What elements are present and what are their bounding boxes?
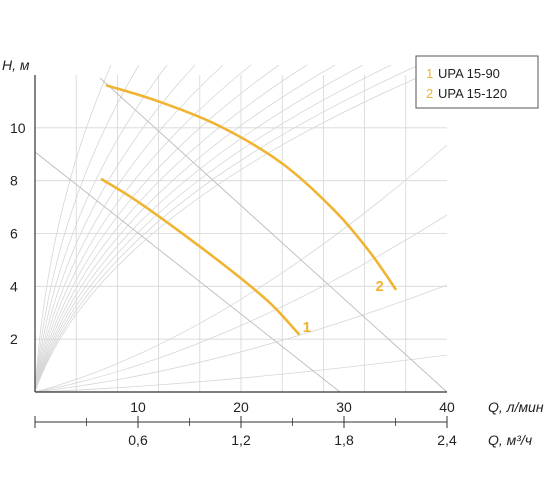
series-end-label-2: 2 — [376, 278, 384, 295]
x2-tick-label: 1,2 — [231, 432, 251, 448]
legend-marker-2: 2 — [426, 86, 433, 101]
grid-curve — [34, 214, 448, 393]
grid-curve — [34, 64, 420, 393]
y-tick-label: 2 — [10, 331, 18, 347]
x-tick-label: 10 — [130, 399, 146, 415]
grid-curve — [34, 64, 224, 393]
grid-curve — [34, 64, 308, 393]
x2-axis-label: Q, м³/ч — [488, 432, 532, 448]
grid-curve — [34, 64, 336, 393]
y-tick-label: 10 — [10, 120, 26, 136]
axes — [34, 75, 448, 428]
x2-tick-label: 0,6 — [128, 432, 148, 448]
legend-box — [415, 55, 539, 109]
y-tick-label: 8 — [10, 173, 18, 189]
grid-curve — [34, 64, 196, 393]
grid-curve — [34, 64, 448, 393]
tick-labels: 2 4 6 8 10 10 20 30 40 0,6 1,2 1,8 2,4 — [10, 120, 457, 448]
legend-marker-1: 1 — [426, 66, 433, 81]
grid-curve — [34, 64, 280, 393]
x-tick-label: 40 — [439, 399, 455, 415]
grid-lines — [34, 64, 448, 393]
grid-curve — [34, 64, 168, 393]
x-tick-label: 30 — [336, 399, 352, 415]
legend-label-1: UPA 15-90 — [438, 66, 500, 81]
grid-curve — [34, 64, 364, 393]
series-line-2 — [105, 84, 397, 291]
series-end-label-1: 1 — [303, 319, 311, 336]
series-line-1 — [100, 178, 300, 336]
grid-curve — [34, 354, 448, 393]
y-tick-label: 6 — [10, 226, 18, 242]
grid-curve — [34, 64, 140, 393]
series-layer: 12 — [100, 84, 397, 336]
y-tick-label: 4 — [10, 278, 18, 294]
grid-curve — [34, 64, 252, 393]
grid-diagonal — [99, 77, 448, 393]
x2-tick-label: 1,8 — [334, 432, 354, 448]
y-axis-label: H, м — [2, 57, 30, 73]
legend: 1 UPA 15-90 2 UPA 15-120 — [415, 55, 539, 109]
x-tick-label: 20 — [233, 399, 249, 415]
x2-tick-label: 2,4 — [437, 432, 457, 448]
x-axis-label: Q, л/мин — [488, 399, 544, 415]
grid-curve — [34, 64, 112, 393]
grid-diagonal — [34, 151, 341, 393]
grid-curve — [34, 64, 392, 393]
grid-curve — [34, 284, 448, 393]
legend-label-2: UPA 15-120 — [438, 86, 507, 101]
